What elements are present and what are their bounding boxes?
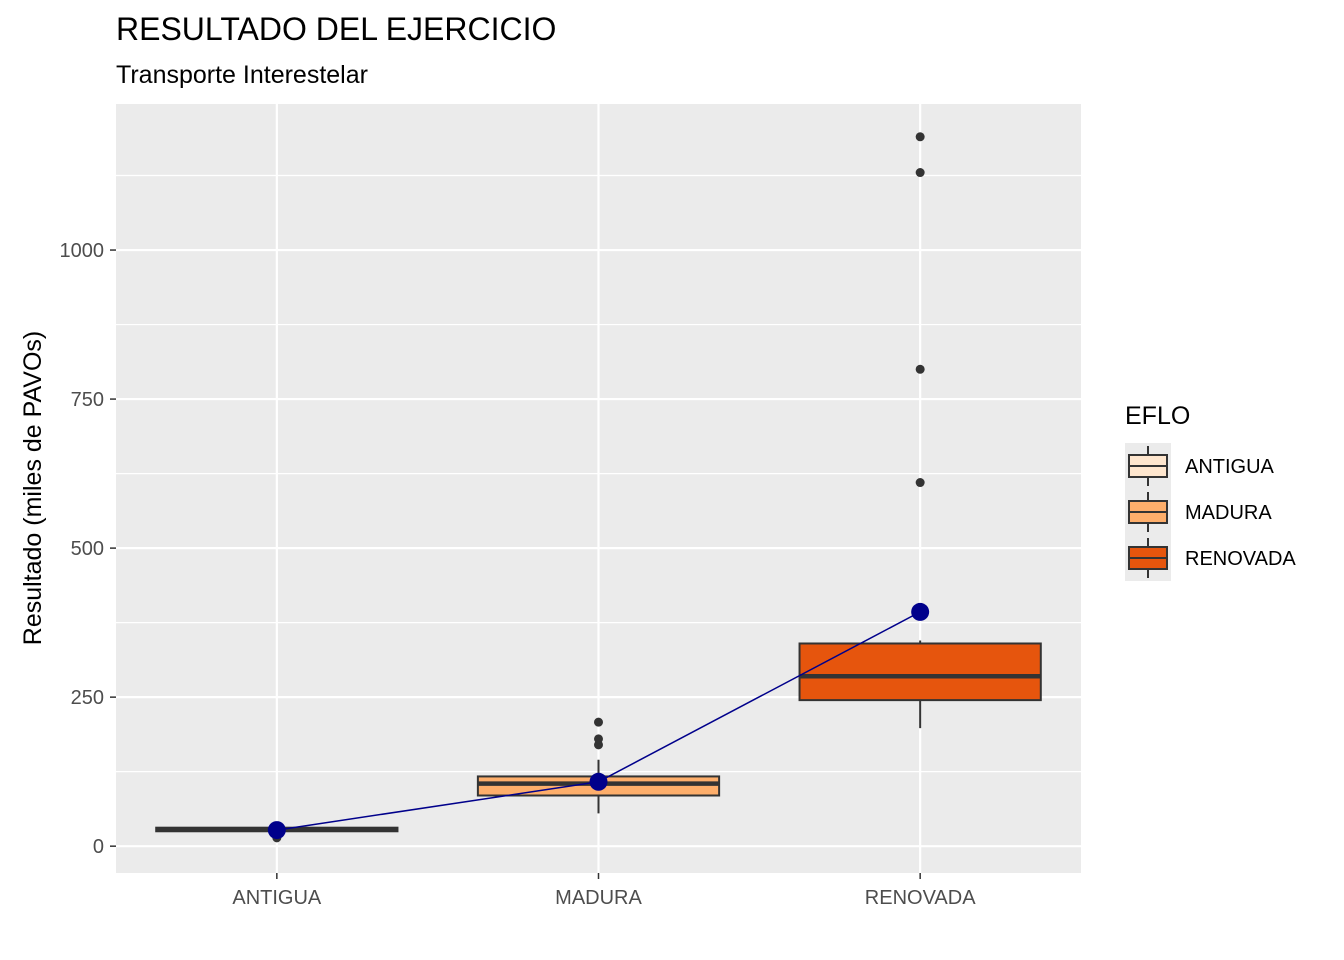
outlier-point — [594, 717, 603, 727]
outlier-point — [915, 364, 925, 374]
legend-item-madura: MADURA — [1128, 492, 1272, 532]
x-tick-label: RENOVADA — [865, 887, 976, 909]
legend-label: MADURA — [1185, 502, 1272, 524]
x-tick-label: ANTIGUA — [232, 887, 322, 909]
legend-label: RENOVADA — [1185, 548, 1296, 570]
y-axis: 0 250 500 750 1000 — [60, 240, 116, 858]
box-body — [798, 642, 1042, 702]
mean-point — [911, 602, 930, 621]
chart-title: RESULTADO DEL EJERCICIO — [116, 11, 556, 47]
x-axis: ANTIGUA MADURA RENOVADA — [232, 873, 976, 909]
mean-point — [589, 772, 608, 791]
x-tick-label: MADURA — [555, 887, 642, 909]
y-tick-label: 1000 — [60, 240, 105, 262]
legend: EFLO ANTIGUA MADURA RENOVADA — [1125, 402, 1296, 581]
outlier-point — [915, 132, 925, 142]
outlier-point — [915, 478, 925, 488]
y-axis-title: Resultado (miles de PAVOs) — [19, 331, 47, 645]
outlier-point — [594, 734, 603, 744]
y-tick-label: 500 — [71, 538, 104, 560]
outlier-point — [915, 168, 925, 178]
mean-point — [267, 821, 286, 840]
chart-subtitle: Transporte Interestelar — [116, 61, 368, 89]
mean-line — [267, 602, 930, 840]
y-tick-label: 250 — [71, 687, 104, 709]
legend-label: ANTIGUA — [1185, 456, 1275, 478]
legend-title: EFLO — [1125, 402, 1190, 430]
box-renovada — [798, 132, 1042, 729]
legend-item-renovada: RENOVADA — [1128, 538, 1296, 578]
legend-item-antigua: ANTIGUA — [1128, 446, 1275, 486]
y-tick-label: 750 — [71, 389, 104, 411]
y-tick-label: 0 — [93, 836, 104, 858]
